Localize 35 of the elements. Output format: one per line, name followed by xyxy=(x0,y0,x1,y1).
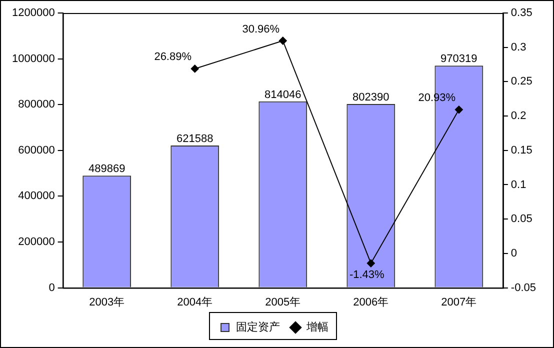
x-tick-label: 2005年 xyxy=(265,296,301,308)
data-label: 30.96% xyxy=(242,23,280,36)
data-label: 802390 xyxy=(352,92,390,104)
x-tick-label: 2006年 xyxy=(353,296,389,308)
point xyxy=(278,36,287,45)
y2-tick-label: 0.1 xyxy=(510,178,526,191)
y2-tick-label: 0.35 xyxy=(510,7,532,20)
data-label: 814046 xyxy=(264,88,302,101)
point xyxy=(366,259,375,268)
y-tick-label: 800000 xyxy=(18,98,55,111)
y2-tick-label: 0.3 xyxy=(510,41,526,54)
y-tick-label: 1000000 xyxy=(12,52,55,65)
y-tick-label: 1200000 xyxy=(12,7,55,20)
legend-label: 固定资产 xyxy=(236,320,280,334)
y2-tick-label: 0.2 xyxy=(510,110,526,122)
x-tick-label: 2007年 xyxy=(441,296,477,308)
x-tick-label: 2004年 xyxy=(177,296,213,308)
data-label: 970319 xyxy=(440,53,478,66)
point xyxy=(190,64,199,73)
x-tick-label: 2003年 xyxy=(89,296,125,308)
y2-tick-label: 0.05 xyxy=(510,213,532,226)
y-tick-label: 600000 xyxy=(18,144,55,156)
data-label: -1.43% xyxy=(349,268,385,281)
data-label: 621588 xyxy=(176,132,214,145)
y2-tick-label: 0.25 xyxy=(510,76,532,88)
y-tick-label: 200000 xyxy=(18,236,55,248)
y-tick-label: 0 xyxy=(48,282,55,294)
y2-tick-label: 0.15 xyxy=(510,144,532,156)
point xyxy=(454,106,463,114)
y-tick-label: 400000 xyxy=(18,190,55,202)
data-label: 489869 xyxy=(88,163,126,176)
y2-tick-label: -0.05 xyxy=(510,282,536,294)
data-label: 26.89% xyxy=(154,51,192,64)
legend-label: 增幅 xyxy=(306,322,328,334)
y2-tick-label: 0 xyxy=(510,247,518,260)
